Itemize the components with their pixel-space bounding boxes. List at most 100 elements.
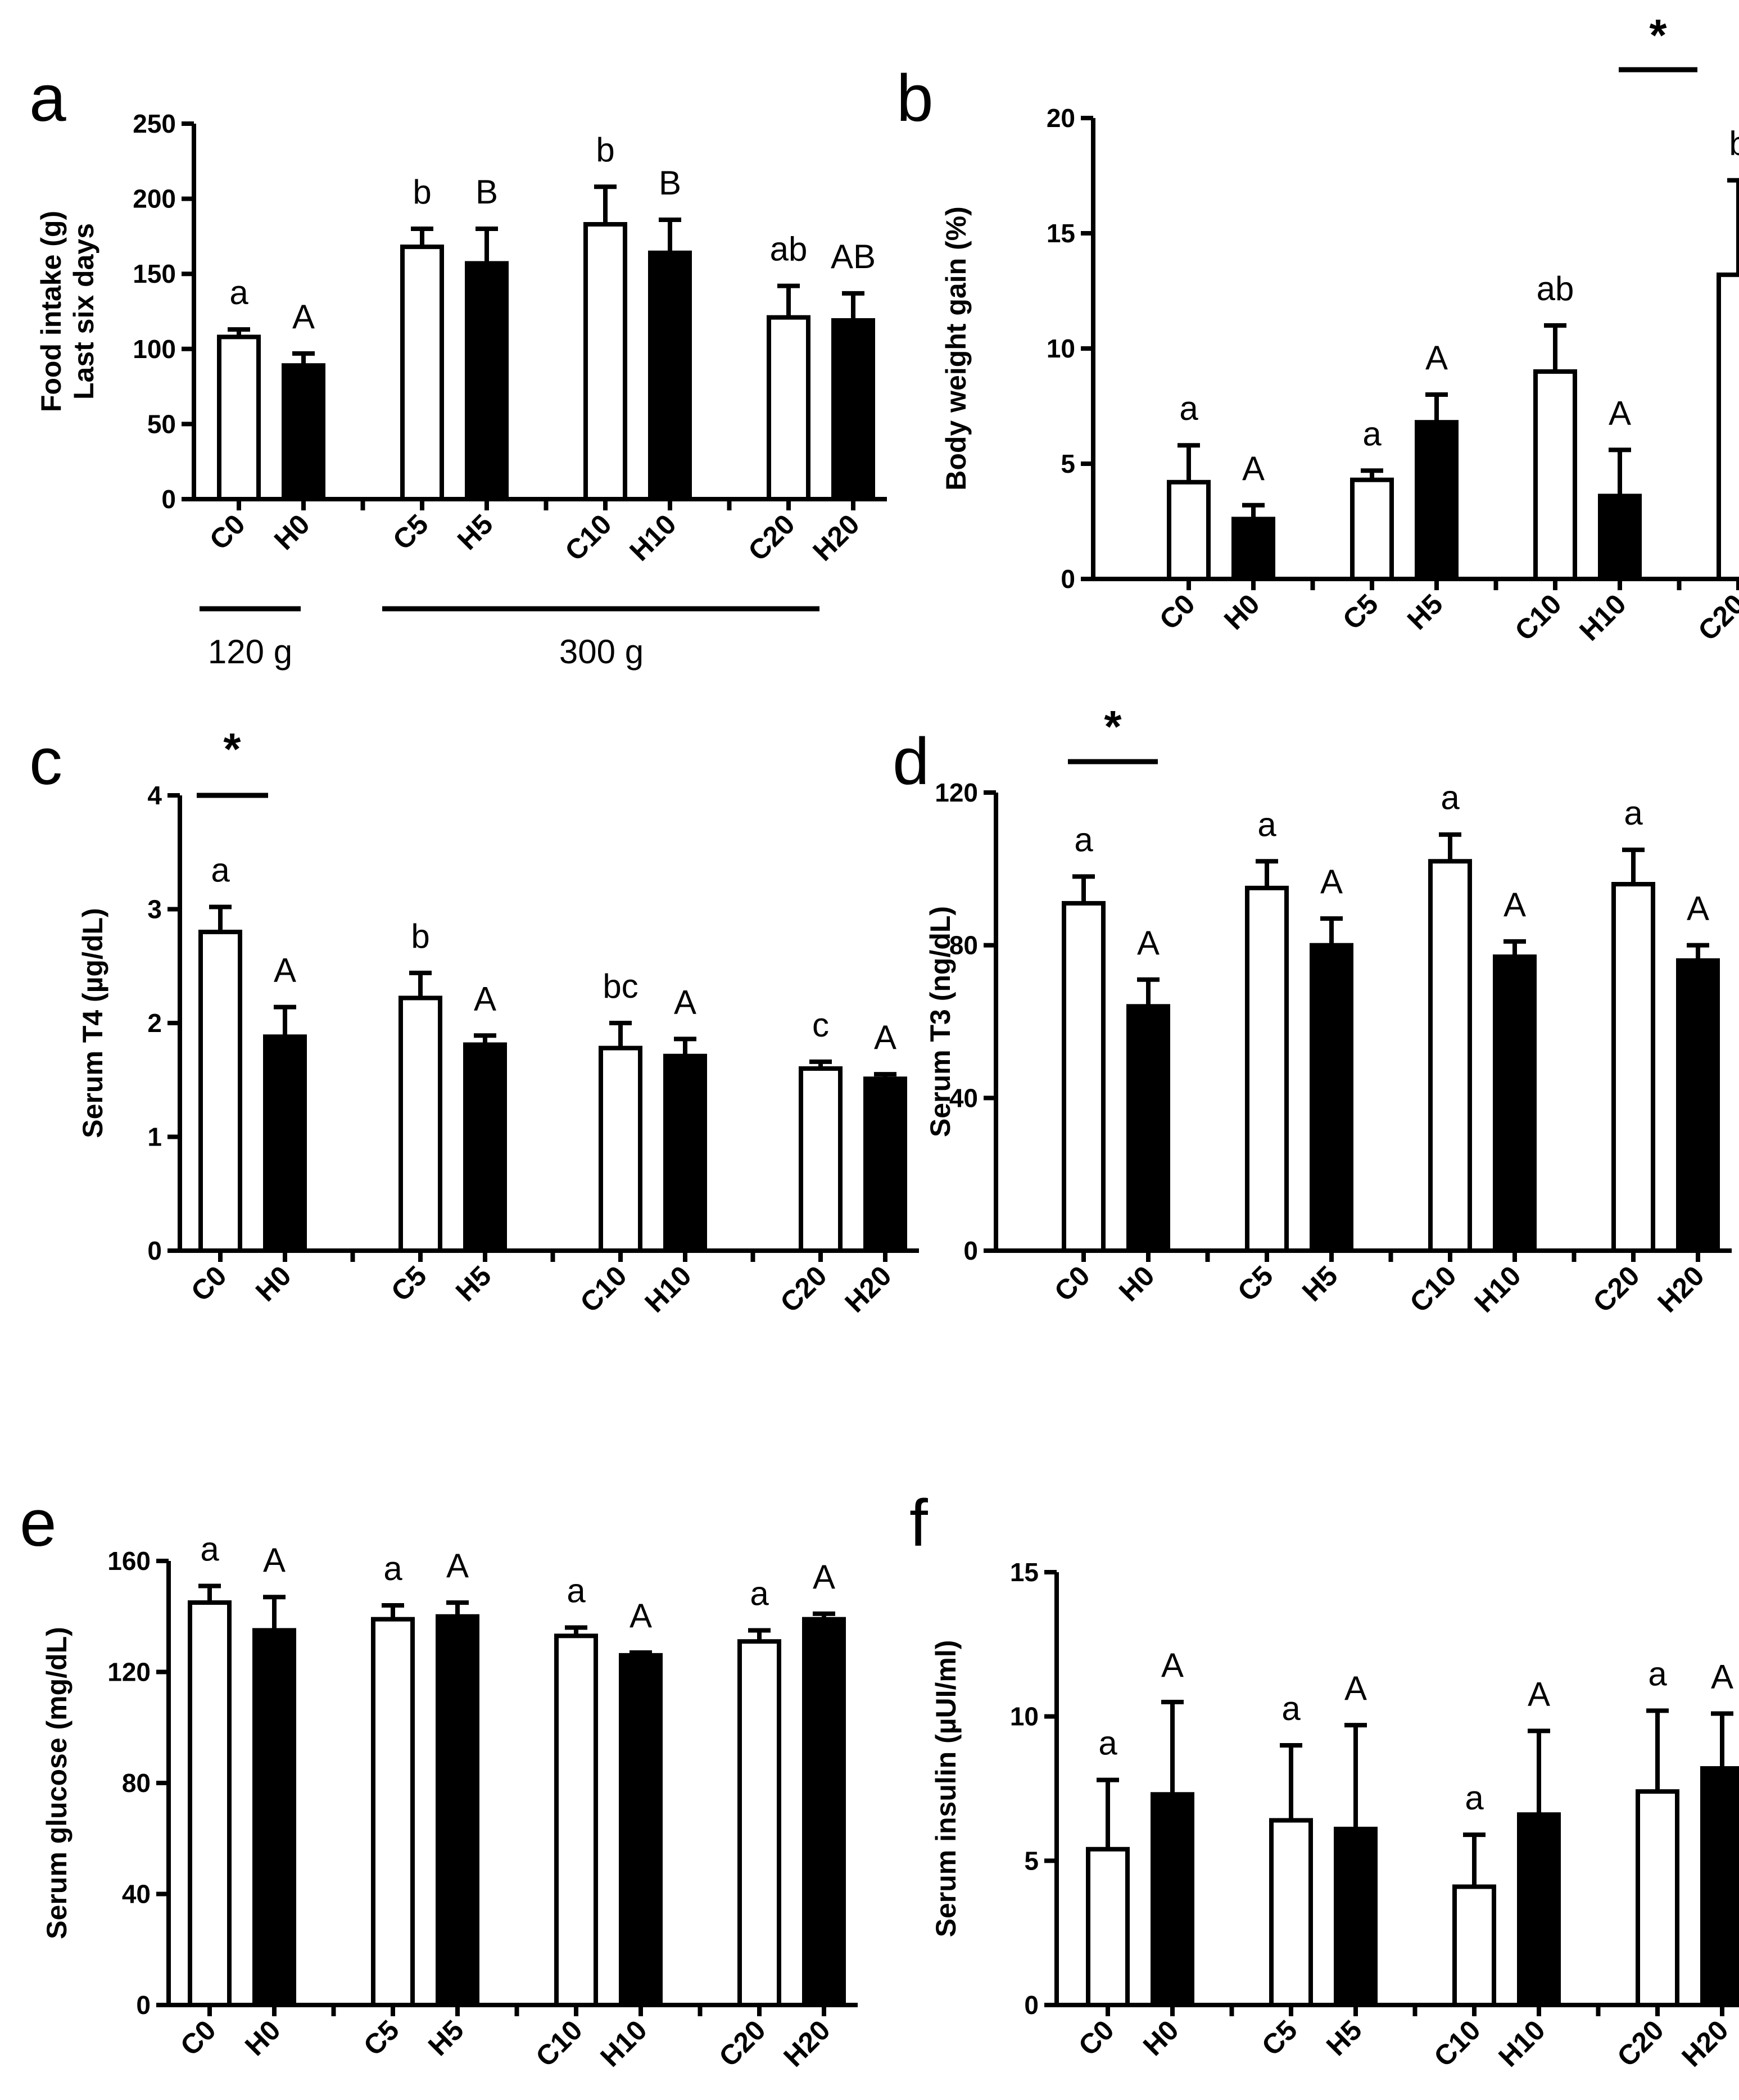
significance-letter: A	[630, 1597, 652, 1635]
panel-b: b 0 5 10 15 20 Body weight gain (%) a C0 A H0 a C5 A H…	[896, 10, 1739, 647]
x-tick-label: H0	[250, 1260, 297, 1307]
bar-C10	[554, 1633, 598, 2007]
bar-C20	[799, 1066, 843, 1253]
panel-letter: b	[896, 61, 934, 135]
bar-C10	[583, 222, 627, 501]
x-tick-label: C0	[1072, 2014, 1120, 2062]
bar-C5	[1245, 885, 1289, 1253]
y-axis-title: Serum T4 (µg/dL)	[77, 908, 108, 1138]
significance-star: *	[1649, 10, 1667, 60]
significance-letter: b	[596, 131, 614, 169]
significance-star: *	[1104, 701, 1122, 752]
x-tick-label: C20	[1587, 1260, 1645, 1318]
bar-C5	[1269, 1818, 1313, 2007]
significance-letter: AB	[831, 238, 876, 275]
significance-letter: a	[1257, 805, 1276, 843]
panel-letter: d	[893, 725, 930, 799]
x-tick-label: C0	[203, 508, 251, 556]
bar-C10	[1533, 369, 1577, 581]
x-tick-label: C10	[1509, 588, 1567, 646]
bar-H5	[1334, 1826, 1378, 2008]
y-tick-label: 10	[1010, 1702, 1039, 1731]
bar-C0	[188, 1600, 232, 2007]
significance-letter: B	[475, 173, 498, 211]
group-label: 300 g	[559, 633, 644, 671]
x-tick-label: H10	[623, 508, 682, 567]
y-tick-label: 40	[949, 1083, 978, 1112]
y-axis-title: Serum insulin (µUI/ml)	[930, 1640, 962, 1938]
y-tick-label: 150	[133, 259, 176, 288]
y-tick-label: 4	[147, 781, 162, 810]
significance-letter: A	[1687, 890, 1709, 927]
bar-C10	[1452, 1884, 1496, 2008]
x-tick-label: C10	[1403, 1260, 1462, 1318]
significance-letter: A	[1503, 886, 1526, 924]
y-tick-label: 120	[935, 778, 978, 807]
x-tick-label: C20	[713, 2014, 771, 2072]
significance-letter: a	[1465, 1779, 1484, 1817]
y-tick-label: 200	[133, 184, 176, 214]
x-tick-label: C10	[574, 1260, 632, 1318]
significance-letter: A	[1344, 1669, 1367, 1707]
bar-H10	[1517, 1812, 1561, 2007]
x-tick-label: H0	[268, 508, 316, 556]
x-tick-label: H5	[1296, 1260, 1344, 1307]
significance-letter: A	[1425, 339, 1448, 377]
bar-H5	[463, 1042, 507, 1253]
panel-letter: f	[909, 1486, 928, 1560]
y-axis-title: Serum T3 (ng/dL)	[925, 906, 956, 1137]
bar-C20	[737, 1639, 781, 2007]
bar-H10	[648, 250, 692, 501]
significance-letter: a	[1362, 415, 1382, 452]
x-tick-label: C5	[387, 508, 434, 556]
x-tick-label: C0	[185, 1260, 233, 1307]
y-tick-label: 20	[1047, 103, 1075, 133]
x-tick-label: H5	[422, 2014, 470, 2062]
y-axis-title: Body weight gain (%)	[940, 206, 972, 491]
y-axis-title: Food intake (g)Last six days	[35, 211, 99, 412]
bar-C0	[217, 334, 261, 501]
x-tick-label: H5	[1401, 588, 1449, 636]
x-tick-label: C20	[1692, 588, 1739, 646]
significance-letter: a	[383, 1550, 402, 1587]
y-tick-label: 0	[161, 485, 176, 514]
x-tick-label: H0	[1137, 2014, 1185, 2062]
significance-letter: b	[413, 173, 431, 211]
x-tick-label: H20	[1675, 2014, 1734, 2072]
y-tick-label: 0	[963, 1236, 978, 1265]
significance-letter: c	[812, 1006, 829, 1044]
significance-letter: A	[1137, 924, 1160, 962]
bar-C0	[1062, 900, 1106, 1253]
x-tick-label: C10	[1428, 2014, 1486, 2072]
significance-letter: b	[411, 917, 429, 955]
significance-letter: a	[1648, 1655, 1667, 1692]
significance-letter: A	[1320, 863, 1343, 900]
y-tick-label: 0	[1024, 1990, 1039, 2020]
significance-letter: a	[567, 1572, 586, 1610]
significance-letter: a	[1624, 794, 1643, 832]
y-tick-label: 3	[147, 895, 162, 924]
y-tick-label: 1	[147, 1123, 162, 1152]
x-tick-label: C10	[559, 508, 617, 567]
x-tick-label: C5	[1231, 1260, 1279, 1307]
x-tick-label: C0	[174, 2014, 222, 2062]
panel-e: e 0 40 80 120 160 Serum glucose (mg/dL) a C0 A H0 a…	[20, 1486, 858, 2073]
x-tick-label: C0	[1153, 588, 1201, 636]
x-tick-label: C10	[529, 2014, 588, 2072]
x-tick-label: H5	[450, 1260, 497, 1307]
bar-H0	[1151, 1792, 1194, 2007]
significance-letter: A	[813, 1558, 835, 1596]
x-tick-label: H5	[451, 508, 499, 556]
bar-C0	[198, 930, 242, 1253]
significance-letter: A	[1609, 394, 1631, 432]
significance-letter: a	[1179, 390, 1198, 427]
y-axis-title: Serum glucose (mg/dL)	[41, 1627, 73, 1939]
significance-letter: A	[274, 952, 296, 989]
panel-c: c 0 1 2 3 4 Serum T4 (µg/dL) a C0 A H0 b C5 A H5 bc C10 A…	[29, 724, 919, 1319]
bar-H5	[1310, 943, 1353, 1253]
bar-C5	[1350, 477, 1394, 582]
bar-C20	[1717, 272, 1739, 581]
significance-letter: A	[1161, 1646, 1184, 1684]
significance-letter: A	[1528, 1675, 1550, 1713]
